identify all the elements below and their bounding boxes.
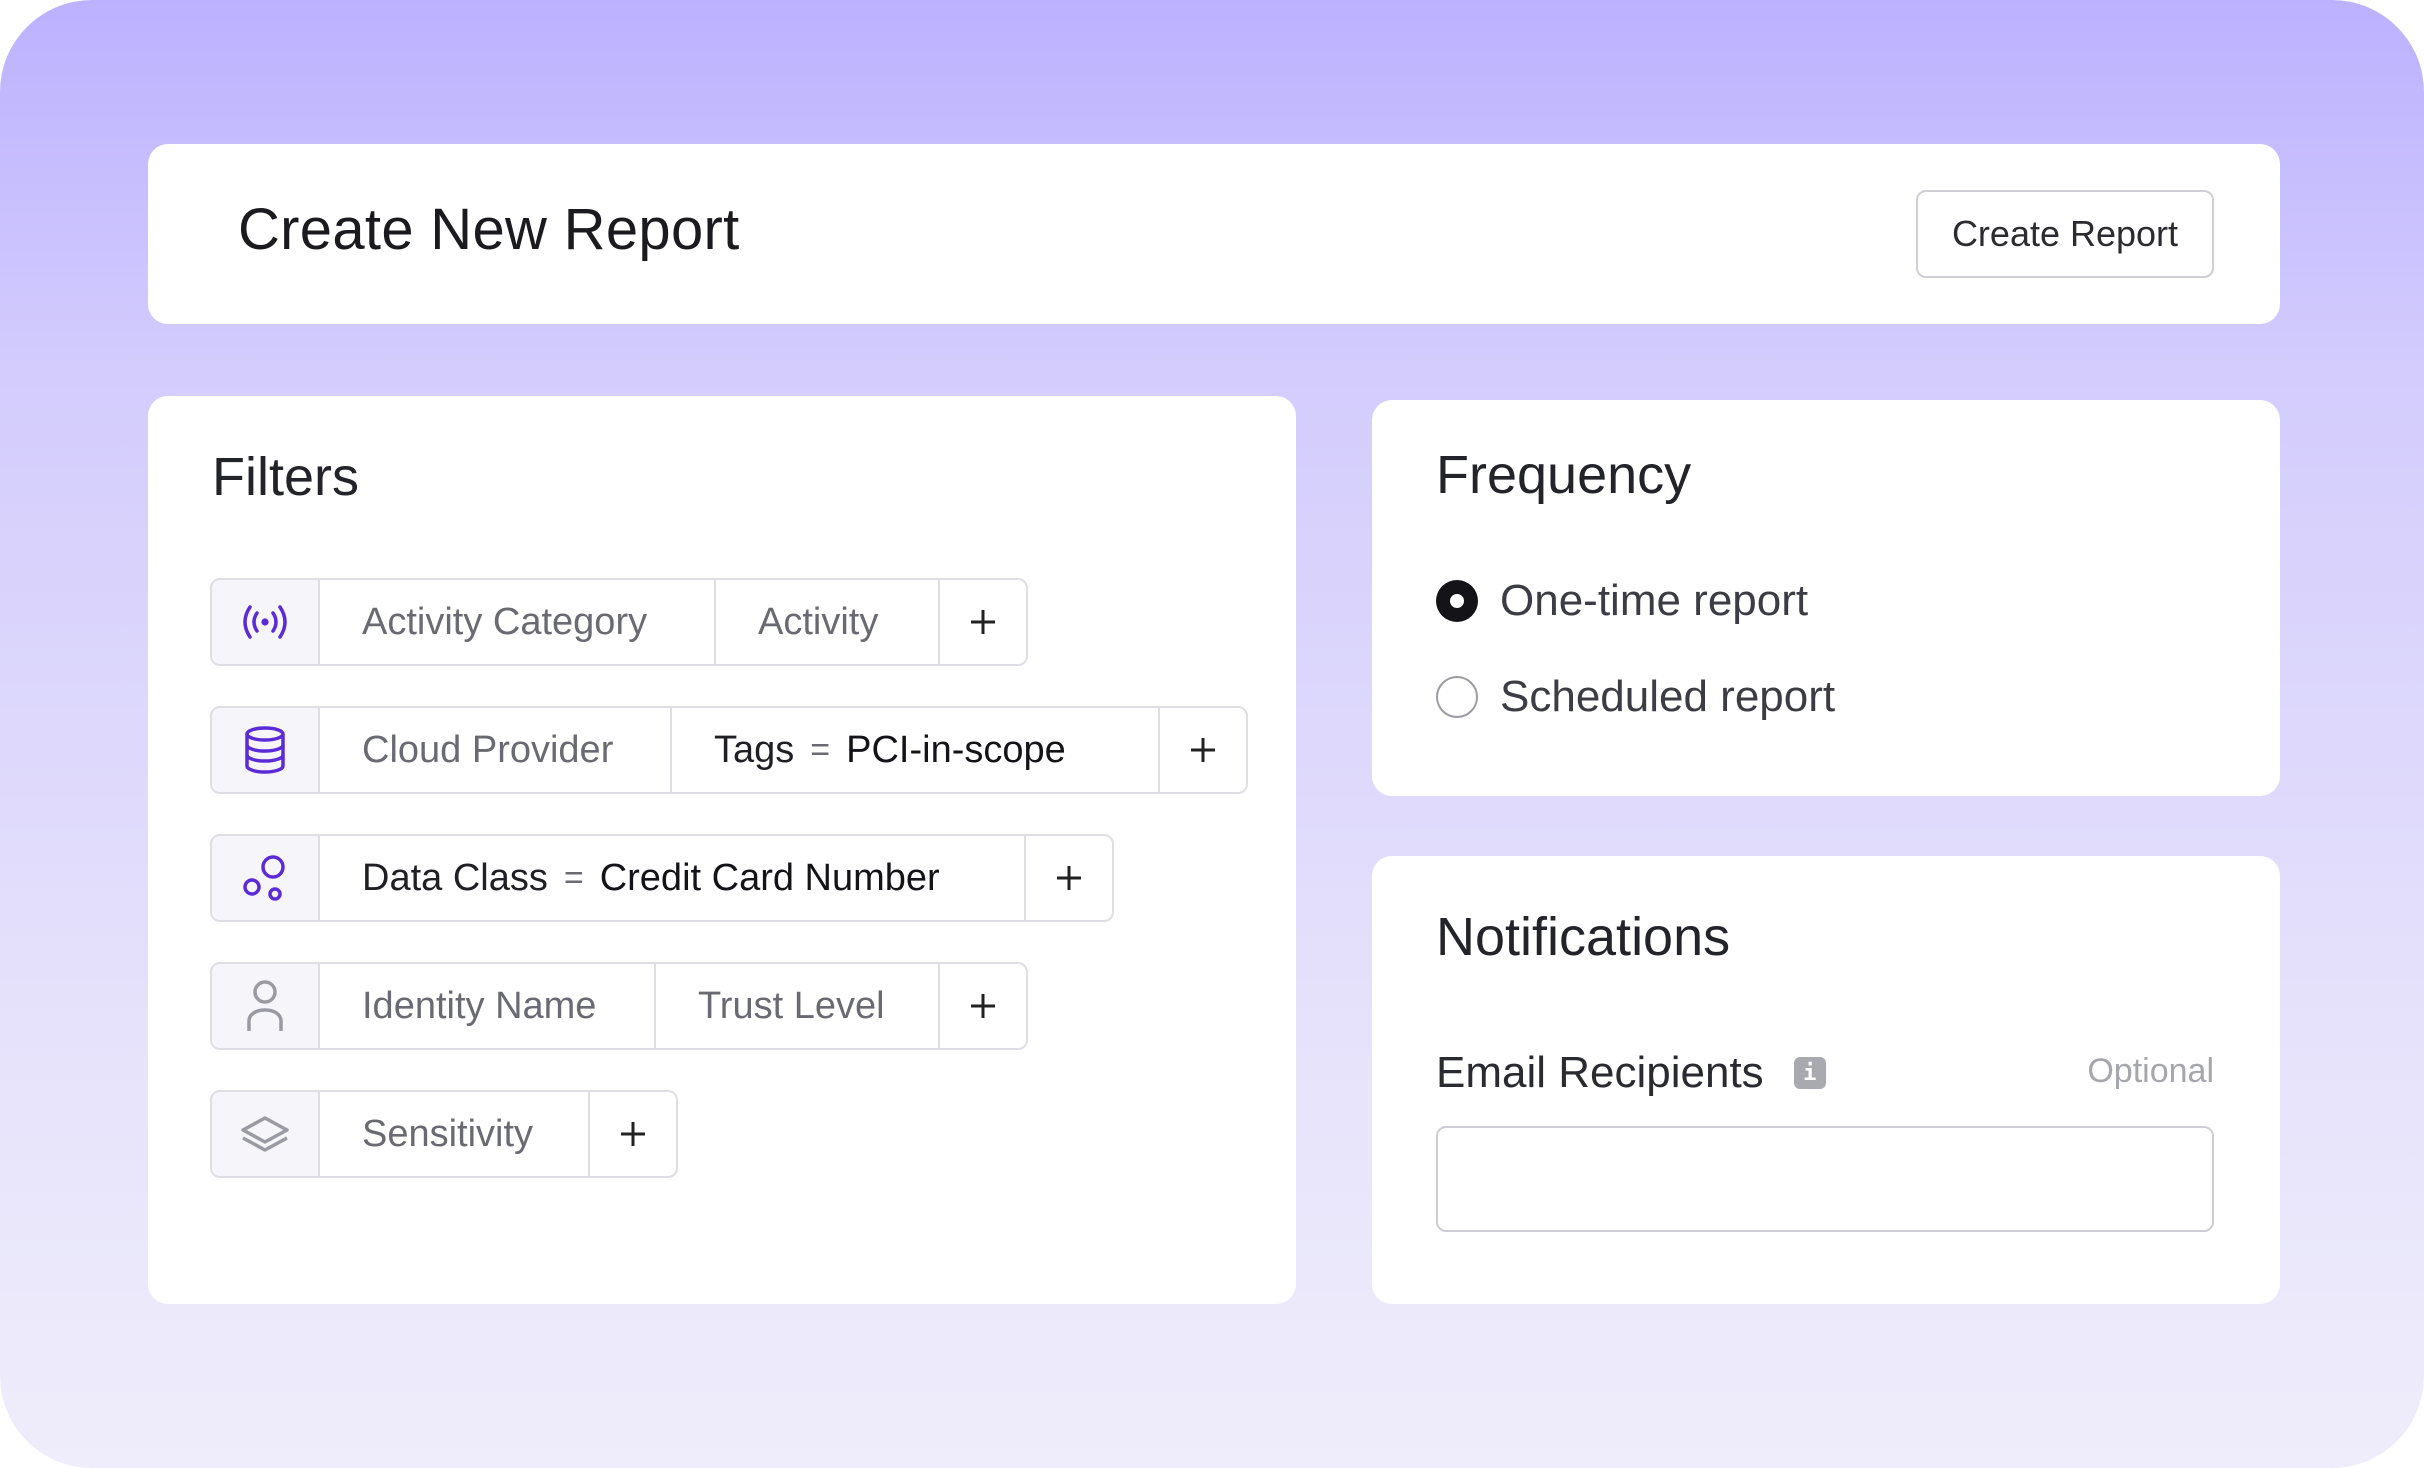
filter-trust-level[interactable]: Trust Level [656, 964, 940, 1048]
notifications-card: Notifications Email Recipients i Optiona… [1372, 856, 2280, 1304]
filter-identity-name[interactable]: Identity Name [320, 964, 656, 1048]
filter-data-class-condition[interactable]: Data Class = Credit Card Number [320, 836, 1026, 920]
optional-hint: Optional [2087, 1052, 2214, 1090]
filters-title: Filters [212, 447, 359, 507]
frequency-title: Frequency [1436, 445, 1692, 505]
add-filter-button[interactable] [1026, 836, 1112, 920]
condition-operator: = [563, 858, 584, 897]
info-icon[interactable]: i [1793, 1057, 1826, 1089]
frequency-card: Frequency One-time report Scheduled repo… [1372, 400, 2280, 796]
condition-value: Credit Card Number [599, 856, 940, 899]
plus-icon [1057, 866, 1081, 890]
filter-activity-category[interactable]: Activity Category [320, 580, 716, 664]
plus-icon [621, 1122, 645, 1146]
add-filter-button[interactable] [940, 964, 1026, 1048]
filter-row-sensitivity: Sensitivity [210, 1090, 678, 1178]
email-recipients-label: Email Recipients i [1436, 1048, 1826, 1098]
email-recipients-input[interactable] [1436, 1126, 2214, 1232]
radio-scheduled-report[interactable]: Scheduled report [1436, 672, 1835, 722]
add-filter-button[interactable] [1160, 708, 1246, 792]
filters-card: Filters Activity Category Activity [148, 396, 1296, 1304]
condition-value: PCI-in-scope [846, 728, 1066, 771]
data-class-bubbles-icon[interactable] [212, 836, 320, 920]
add-filter-button[interactable] [590, 1092, 676, 1176]
database-icon[interactable] [212, 708, 320, 792]
plus-icon [971, 994, 995, 1018]
filter-row-identity: Identity Name Trust Level [210, 962, 1028, 1050]
radio-selected-indicator [1436, 580, 1478, 622]
add-filter-button[interactable] [940, 580, 1026, 664]
radio-label: One-time report [1500, 576, 1809, 625]
radio-label: Scheduled report [1500, 672, 1836, 721]
plus-icon [971, 610, 995, 634]
filter-cloud-provider[interactable]: Cloud Provider [320, 708, 672, 792]
filter-row-cloud-provider: Cloud Provider Tags = PCI-in-scope [210, 706, 1248, 794]
radio-unselected-indicator [1436, 676, 1478, 718]
filter-row-data-class: Data Class = Credit Card Number [210, 834, 1114, 922]
person-icon[interactable] [212, 964, 320, 1048]
plus-icon [1191, 738, 1215, 762]
create-report-button[interactable]: Create Report [1916, 190, 2214, 278]
notifications-title: Notifications [1436, 907, 1731, 967]
report-header-card: Create New Report Create Report [148, 144, 2280, 324]
layers-icon[interactable] [212, 1092, 320, 1176]
filter-tags-condition[interactable]: Tags = PCI-in-scope [672, 708, 1160, 792]
email-recipients-text: Email Recipients [1436, 1048, 1764, 1097]
activity-signal-icon[interactable] [212, 580, 320, 664]
condition-key: Tags [714, 728, 795, 771]
condition-key: Data Class [362, 856, 548, 899]
filter-activity[interactable]: Activity [716, 580, 940, 664]
filter-sensitivity[interactable]: Sensitivity [320, 1092, 590, 1176]
info-glyph: i [1803, 1060, 1817, 1086]
filter-row-activity: Activity Category Activity [210, 578, 1028, 666]
radio-one-time-report[interactable]: One-time report [1436, 576, 1808, 626]
condition-operator: = [810, 730, 831, 769]
page-title: Create New Report [238, 197, 740, 262]
